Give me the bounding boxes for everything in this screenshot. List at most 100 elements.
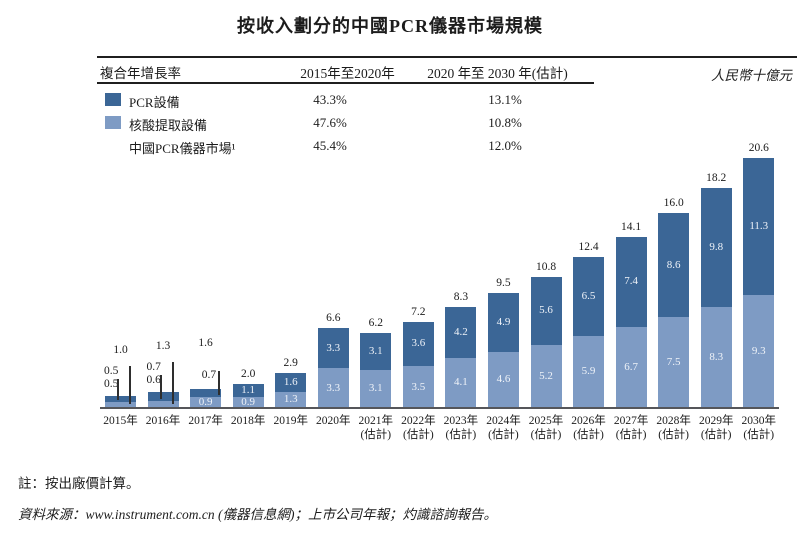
cagr-header-period1: 2015年至2020年 [300, 66, 395, 81]
bar-value-label: 9.8 [709, 241, 724, 254]
legend-label-total-market: 中國PCR儀器市場¹ [129, 141, 236, 156]
bar-segment-nucleic-acid [105, 401, 136, 408]
x-axis-label-year: 2021年 [358, 415, 394, 427]
bar-value-label: 3.6 [411, 336, 426, 349]
x-axis-label-year: 2020年 [316, 415, 351, 427]
x-axis-label-year: 2027年 [613, 415, 649, 427]
chart-area: 0.5 0.5 1.0 2015年 0.7 0.6 1.3 2016年 0.9 0.7 1.6 201… [89, 141, 791, 442]
bar-value-label: 7.5 [666, 355, 681, 368]
x-axis-label: 2023年 (估計) [429, 414, 493, 442]
bar-segment-pcr-equipment [573, 257, 605, 337]
x-axis-label: 2016年 [131, 414, 195, 428]
x-axis-label-estimate-note: (估計) [488, 429, 519, 441]
bar-total-label: 7.2 [411, 305, 426, 318]
bar-segment-nucleic-acid [402, 365, 434, 408]
leader-line [117, 378, 119, 400]
source-note: 資料來源：www.instrument.com.cn (儀器信息網)；上市公司年… [18, 507, 497, 522]
bar-segment-pcr-equipment [147, 392, 179, 401]
x-axis-label: 2030年 (估計) [727, 414, 791, 442]
bar-value-label: 7.4 [624, 274, 638, 287]
bar-value-label-outside: 0.5 [104, 377, 119, 390]
bar-value-label: 1.1 [241, 383, 256, 396]
bar-segment-pcr-equipment [530, 276, 562, 345]
chart-title: 按收入劃分的中國PCR儀器市場規模 [237, 16, 543, 36]
bar-segment-pcr-equipment [402, 321, 434, 366]
bar-segment-pcr-equipment [445, 307, 477, 359]
bar-segment-nucleic-acid [743, 295, 775, 408]
bar-value-label: 6.7 [624, 360, 638, 373]
bar-value-label: 1.6 [283, 375, 298, 388]
bar-value-label: 9.3 [751, 345, 766, 358]
cagr-header-label: 複合年增長率 [100, 66, 181, 81]
bar-segment-pcr-equipment [105, 395, 136, 402]
bar-total-label: 2.9 [283, 356, 298, 369]
bar-segment-pcr-equipment [360, 332, 392, 371]
x-axis-label: 2015年 [89, 414, 153, 428]
bar-value-label: 1.3 [283, 393, 298, 406]
legend-swatch-pcr-equipment [105, 93, 121, 106]
x-axis-label: 2017年 [174, 414, 238, 428]
x-axis-label-year: 2025年 [528, 415, 564, 427]
legend-swatch-nucleic-acid [105, 116, 121, 129]
x-axis-label-estimate-note: (估計) [573, 429, 604, 441]
bar-total-label: 18.2 [706, 172, 727, 185]
x-axis-label: 2020年 [301, 414, 365, 428]
bar-total-label: 2.0 [240, 367, 256, 380]
x-axis-label: 2022年 (估計) [386, 414, 450, 442]
x-axis-label-year: 2024年 [486, 415, 521, 427]
leader-line [159, 375, 162, 399]
cagr-value-pcr-2015-2020: 43.3% [313, 92, 347, 107]
bar-total-label: 6.2 [368, 316, 383, 329]
bar-segment-pcr-equipment [317, 327, 349, 368]
bar-total-label: 6.6 [326, 311, 341, 324]
x-axis-label-year: 2029年 [698, 415, 734, 427]
bar-total-label: 20.6 [748, 141, 769, 154]
x-axis-label-year: 2016年 [145, 415, 181, 427]
x-axis-label: 2025年 (估計) [514, 414, 578, 442]
bar-segment-pcr-equipment [658, 212, 690, 317]
bar-value-label: 3.3 [326, 381, 341, 394]
bar-total-label: 1.3 [155, 340, 171, 353]
bar-segment-pcr-equipment [275, 372, 307, 393]
x-axis-label-estimate-note: (估計) [700, 429, 732, 441]
x-axis-label-year: 2019年 [273, 415, 308, 427]
x-axis-label-estimate-note: (估計) [530, 429, 562, 441]
bar-segment-nucleic-acid [190, 397, 222, 408]
bar-value-label: 5.2 [539, 369, 553, 382]
bar-total-label: 1.0 [113, 343, 128, 356]
x-axis-label-estimate-note: (估計) [403, 429, 434, 441]
bar-segment-pcr-equipment [700, 188, 732, 308]
legend-label-pcr-equipment: PCR設備 [129, 95, 180, 110]
bar-segment-pcr-equipment [487, 292, 519, 353]
x-axis-label-year: 2026年 [571, 415, 606, 427]
bar-value-label: 3.1 [368, 344, 383, 357]
x-axis-label-year: 2022年 [401, 415, 436, 427]
bar-total-label: 14.1 [621, 220, 642, 233]
cagr-header-period2: 2020 年至 2030 年(估計) [427, 66, 568, 81]
bar-total-label: 8.3 [453, 291, 469, 304]
bar-value-label: 3.1 [368, 382, 383, 395]
bar-value-label-outside: 0.7 [201, 368, 217, 381]
bar-segment-nucleic-acid [700, 307, 732, 408]
x-axis-line [100, 407, 779, 409]
bar-segment-nucleic-acid [275, 392, 307, 408]
x-axis-label: 2029年 (估計) [684, 414, 748, 442]
x-axis-label-estimate-note: (估計) [445, 429, 477, 441]
bar-value-label-outside: 0.7 [146, 361, 161, 374]
x-axis-label: 2028年 (估計) [642, 414, 706, 442]
x-axis-label-estimate-note: (估計) [743, 429, 775, 441]
bar-value-label: 11.3 [749, 219, 769, 232]
unit-label: 人民幣十億元 [711, 68, 792, 83]
bar-value-label-outside: 0.6 [146, 374, 161, 387]
bar-segment-nucleic-acid [147, 400, 179, 408]
x-axis-label-year: 2030年 [741, 415, 777, 427]
bar-value-label: 8.6 [666, 258, 681, 271]
x-axis-label-year: 2023年 [443, 415, 479, 427]
bar-segment-pcr-equipment [743, 157, 775, 296]
header-underline [97, 82, 594, 84]
bar-value-label: 0.9 [241, 396, 256, 409]
bar-value-label: 5.6 [539, 303, 553, 316]
bar-total-label: 9.5 [496, 276, 511, 289]
cagr-value-nucleic-2020-2030: 10.8% [488, 115, 522, 130]
bar-segment-nucleic-acid [487, 352, 519, 408]
